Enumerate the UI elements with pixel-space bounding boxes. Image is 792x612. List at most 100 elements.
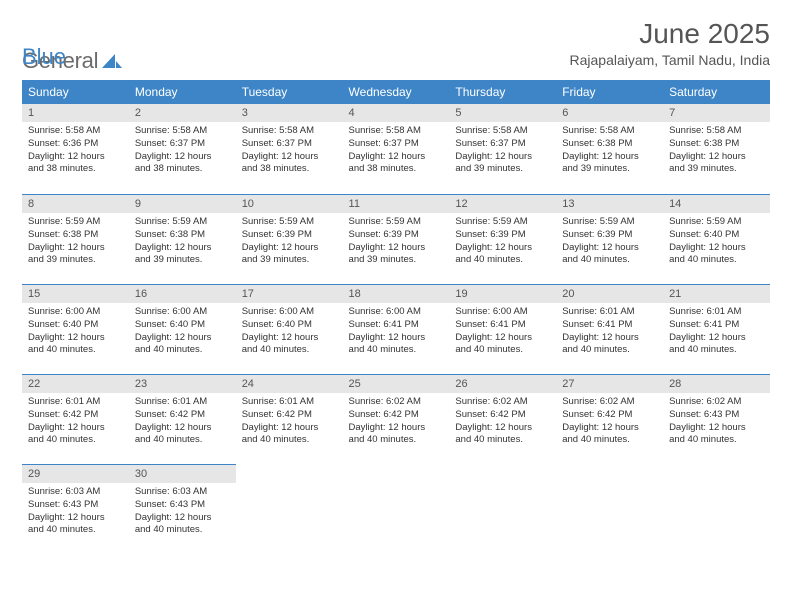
day-body: Sunrise: 5:58 AMSunset: 6:37 PMDaylight:… — [236, 122, 343, 182]
weekday-header: Thursday — [449, 80, 556, 104]
calendar-cell: 18Sunrise: 6:00 AMSunset: 6:41 PMDayligh… — [343, 284, 450, 374]
day-body: Sunrise: 6:02 AMSunset: 6:43 PMDaylight:… — [663, 393, 770, 453]
day-body: Sunrise: 5:59 AMSunset: 6:40 PMDaylight:… — [663, 213, 770, 273]
day-body: Sunrise: 6:02 AMSunset: 6:42 PMDaylight:… — [556, 393, 663, 453]
day-body: Sunrise: 5:59 AMSunset: 6:39 PMDaylight:… — [556, 213, 663, 273]
day-body: Sunrise: 5:58 AMSunset: 6:37 PMDaylight:… — [449, 122, 556, 182]
day-number: 26 — [449, 374, 556, 393]
day-body: Sunrise: 5:59 AMSunset: 6:38 PMDaylight:… — [22, 213, 129, 273]
calendar-cell: 2Sunrise: 5:58 AMSunset: 6:37 PMDaylight… — [129, 104, 236, 194]
calendar-cell: 11Sunrise: 5:59 AMSunset: 6:39 PMDayligh… — [343, 194, 450, 284]
day-number: 13 — [556, 194, 663, 213]
calendar-body: 1Sunrise: 5:58 AMSunset: 6:36 PMDaylight… — [22, 104, 770, 554]
day-body: Sunrise: 6:01 AMSunset: 6:42 PMDaylight:… — [22, 393, 129, 453]
calendar-cell: 10Sunrise: 5:59 AMSunset: 6:39 PMDayligh… — [236, 194, 343, 284]
day-body: Sunrise: 5:58 AMSunset: 6:38 PMDaylight:… — [556, 122, 663, 182]
day-body: Sunrise: 5:58 AMSunset: 6:37 PMDaylight:… — [343, 122, 450, 182]
day-number: 18 — [343, 284, 450, 303]
day-number: 3 — [236, 104, 343, 122]
calendar-cell: 3Sunrise: 5:58 AMSunset: 6:37 PMDaylight… — [236, 104, 343, 194]
day-body: Sunrise: 5:59 AMSunset: 6:38 PMDaylight:… — [129, 213, 236, 273]
calendar-cell: 8Sunrise: 5:59 AMSunset: 6:38 PMDaylight… — [22, 194, 129, 284]
calendar-cell — [556, 464, 663, 554]
day-number: 7 — [663, 104, 770, 122]
day-body: Sunrise: 5:58 AMSunset: 6:36 PMDaylight:… — [22, 122, 129, 182]
day-number: 12 — [449, 194, 556, 213]
day-body: Sunrise: 5:59 AMSunset: 6:39 PMDaylight:… — [449, 213, 556, 273]
day-body: Sunrise: 5:59 AMSunset: 6:39 PMDaylight:… — [343, 213, 450, 273]
day-number: 8 — [22, 194, 129, 213]
weekday-header: Monday — [129, 80, 236, 104]
calendar-cell: 15Sunrise: 6:00 AMSunset: 6:40 PMDayligh… — [22, 284, 129, 374]
day-body: Sunrise: 6:03 AMSunset: 6:43 PMDaylight:… — [129, 483, 236, 543]
calendar-cell: 12Sunrise: 5:59 AMSunset: 6:39 PMDayligh… — [449, 194, 556, 284]
calendar-cell: 20Sunrise: 6:01 AMSunset: 6:41 PMDayligh… — [556, 284, 663, 374]
day-number: 20 — [556, 284, 663, 303]
day-number: 15 — [22, 284, 129, 303]
calendar-header: SundayMondayTuesdayWednesdayThursdayFrid… — [22, 80, 770, 104]
day-body: Sunrise: 6:01 AMSunset: 6:42 PMDaylight:… — [236, 393, 343, 453]
calendar-table: SundayMondayTuesdayWednesdayThursdayFrid… — [22, 80, 770, 554]
calendar-cell: 23Sunrise: 6:01 AMSunset: 6:42 PMDayligh… — [129, 374, 236, 464]
calendar-cell: 7Sunrise: 5:58 AMSunset: 6:38 PMDaylight… — [663, 104, 770, 194]
day-body: Sunrise: 6:02 AMSunset: 6:42 PMDaylight:… — [449, 393, 556, 453]
calendar-cell: 26Sunrise: 6:02 AMSunset: 6:42 PMDayligh… — [449, 374, 556, 464]
day-body: Sunrise: 6:01 AMSunset: 6:41 PMDaylight:… — [663, 303, 770, 363]
calendar-cell: 16Sunrise: 6:00 AMSunset: 6:40 PMDayligh… — [129, 284, 236, 374]
weekday-header: Wednesday — [343, 80, 450, 104]
day-number: 16 — [129, 284, 236, 303]
calendar-cell — [343, 464, 450, 554]
calendar-cell: 25Sunrise: 6:02 AMSunset: 6:42 PMDayligh… — [343, 374, 450, 464]
header: General June 2025 Rajapalaiyam, Tamil Na… — [22, 18, 770, 74]
day-body: Sunrise: 6:01 AMSunset: 6:41 PMDaylight:… — [556, 303, 663, 363]
weekday-header: Saturday — [663, 80, 770, 104]
day-number: 4 — [343, 104, 450, 122]
day-number: 30 — [129, 464, 236, 483]
calendar-cell: 29Sunrise: 6:03 AMSunset: 6:43 PMDayligh… — [22, 464, 129, 554]
day-number: 11 — [343, 194, 450, 213]
calendar-cell: 22Sunrise: 6:01 AMSunset: 6:42 PMDayligh… — [22, 374, 129, 464]
calendar-cell: 5Sunrise: 5:58 AMSunset: 6:37 PMDaylight… — [449, 104, 556, 194]
day-body: Sunrise: 5:59 AMSunset: 6:39 PMDaylight:… — [236, 213, 343, 273]
weekday-header: Friday — [556, 80, 663, 104]
calendar-cell: 19Sunrise: 6:00 AMSunset: 6:41 PMDayligh… — [449, 284, 556, 374]
day-number: 2 — [129, 104, 236, 122]
day-number: 22 — [22, 374, 129, 393]
day-number: 1 — [22, 104, 129, 122]
day-number: 19 — [449, 284, 556, 303]
day-number: 28 — [663, 374, 770, 393]
weekday-header: Sunday — [22, 80, 129, 104]
day-number: 5 — [449, 104, 556, 122]
calendar-cell — [449, 464, 556, 554]
day-body: Sunrise: 6:00 AMSunset: 6:41 PMDaylight:… — [343, 303, 450, 363]
calendar-cell: 4Sunrise: 5:58 AMSunset: 6:37 PMDaylight… — [343, 104, 450, 194]
day-number: 9 — [129, 194, 236, 213]
calendar-cell: 27Sunrise: 6:02 AMSunset: 6:42 PMDayligh… — [556, 374, 663, 464]
day-number: 10 — [236, 194, 343, 213]
calendar-cell — [663, 464, 770, 554]
logo-sail-icon — [102, 52, 122, 70]
day-number: 29 — [22, 464, 129, 483]
calendar-cell: 28Sunrise: 6:02 AMSunset: 6:43 PMDayligh… — [663, 374, 770, 464]
calendar-cell: 1Sunrise: 5:58 AMSunset: 6:36 PMDaylight… — [22, 104, 129, 194]
month-title: June 2025 — [569, 18, 770, 50]
day-number: 21 — [663, 284, 770, 303]
day-body: Sunrise: 6:01 AMSunset: 6:42 PMDaylight:… — [129, 393, 236, 453]
day-body: Sunrise: 5:58 AMSunset: 6:38 PMDaylight:… — [663, 122, 770, 182]
day-number: 17 — [236, 284, 343, 303]
day-body: Sunrise: 5:58 AMSunset: 6:37 PMDaylight:… — [129, 122, 236, 182]
day-number: 23 — [129, 374, 236, 393]
day-number: 14 — [663, 194, 770, 213]
weekday-header: Tuesday — [236, 80, 343, 104]
day-body: Sunrise: 6:00 AMSunset: 6:40 PMDaylight:… — [22, 303, 129, 363]
calendar-cell — [236, 464, 343, 554]
calendar-cell: 17Sunrise: 6:00 AMSunset: 6:40 PMDayligh… — [236, 284, 343, 374]
title-block: June 2025 Rajapalaiyam, Tamil Nadu, Indi… — [569, 18, 770, 74]
calendar-cell: 13Sunrise: 5:59 AMSunset: 6:39 PMDayligh… — [556, 194, 663, 284]
day-number: 27 — [556, 374, 663, 393]
calendar-cell: 14Sunrise: 5:59 AMSunset: 6:40 PMDayligh… — [663, 194, 770, 284]
calendar-cell: 21Sunrise: 6:01 AMSunset: 6:41 PMDayligh… — [663, 284, 770, 374]
day-number: 24 — [236, 374, 343, 393]
logo-text-b: Blue — [22, 44, 66, 70]
calendar-cell: 24Sunrise: 6:01 AMSunset: 6:42 PMDayligh… — [236, 374, 343, 464]
